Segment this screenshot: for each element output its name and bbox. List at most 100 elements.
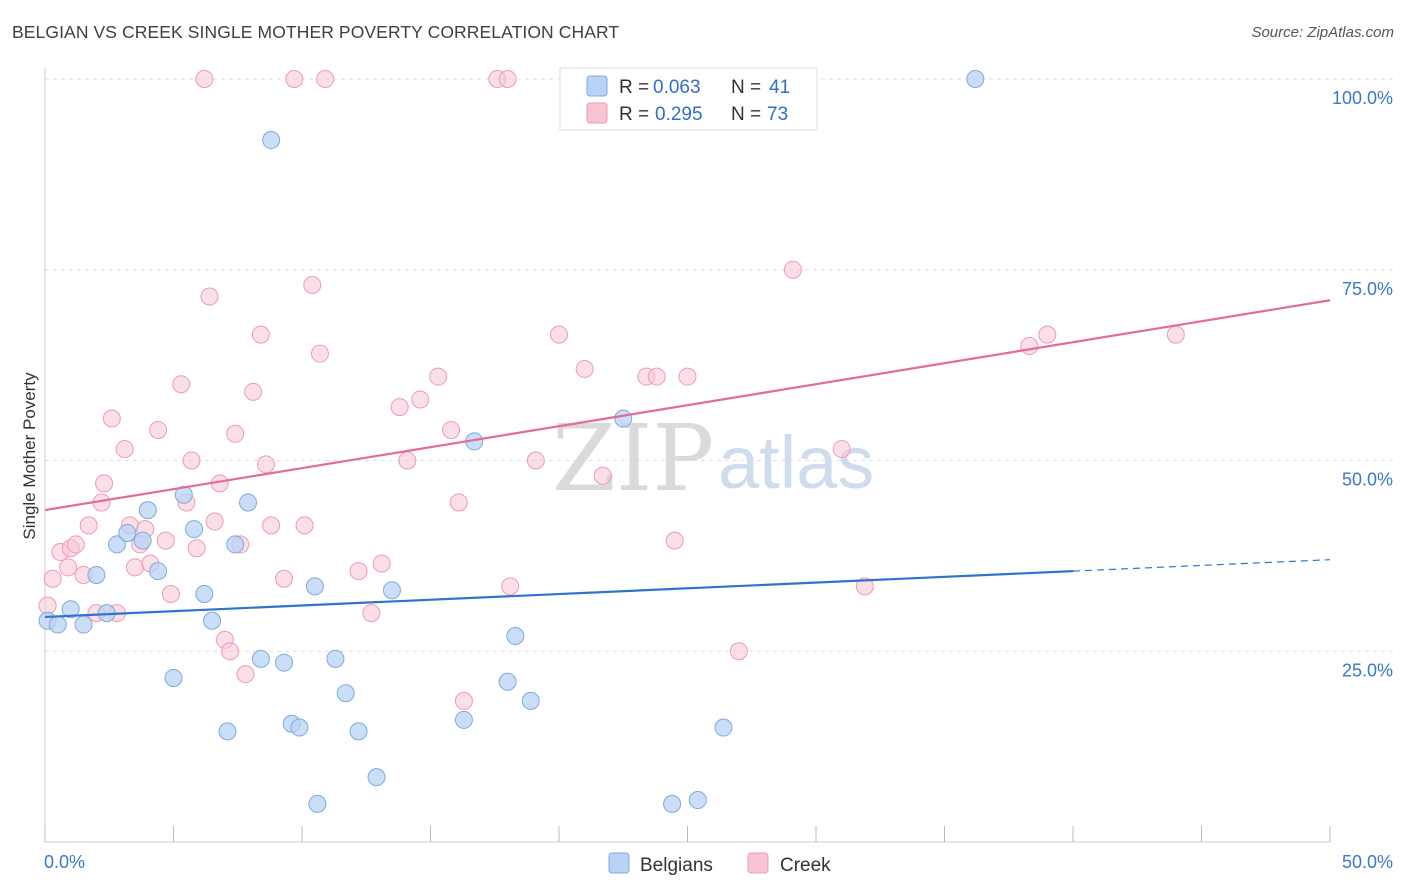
belgian-point-36 bbox=[614, 409, 633, 428]
belgian-point-31 bbox=[454, 710, 473, 729]
belgian-point-28 bbox=[349, 722, 368, 741]
belgian-point-16 bbox=[218, 722, 237, 741]
legend-belgians-n-value: 41 bbox=[769, 77, 790, 98]
belgian-point-39 bbox=[714, 718, 733, 737]
legend-creek-swatch bbox=[586, 102, 608, 124]
creek-point-65 bbox=[678, 367, 697, 386]
creek-point-51 bbox=[429, 367, 448, 386]
belgian-point-21 bbox=[275, 653, 294, 672]
trendlines bbox=[44, 299, 1331, 619]
y-tick-label-50: 50.0% bbox=[1342, 470, 1393, 490]
creek-trendline bbox=[44, 299, 1331, 512]
creek-point-45 bbox=[349, 562, 368, 581]
y-tick-label-100: 100.0% bbox=[1332, 88, 1393, 108]
belgian-point-17 bbox=[226, 535, 245, 554]
creek-point-63 bbox=[647, 367, 666, 386]
belgian-point-2 bbox=[61, 600, 80, 619]
creek-point-0 bbox=[38, 596, 57, 615]
y-tick-label-25: 25.0% bbox=[1342, 660, 1393, 680]
creek-point-34 bbox=[236, 665, 255, 684]
creek-point-68 bbox=[832, 440, 851, 459]
creek-point-24 bbox=[182, 451, 201, 470]
belgian-point-9 bbox=[138, 501, 157, 520]
creek-point-3 bbox=[59, 558, 78, 577]
creek-point-60 bbox=[575, 359, 594, 378]
creek-point-52 bbox=[442, 420, 461, 439]
creek-point-56 bbox=[498, 70, 517, 88]
creek-point-28 bbox=[205, 512, 224, 531]
creek-point-35 bbox=[244, 382, 263, 401]
creek-point-41 bbox=[295, 516, 314, 535]
belgian-point-20 bbox=[262, 131, 281, 150]
gridlines bbox=[45, 78, 1393, 652]
belgian-point-25 bbox=[308, 794, 327, 813]
belgian-point-4 bbox=[87, 565, 106, 584]
creek-point-7 bbox=[79, 516, 98, 535]
belgian-point-6 bbox=[107, 535, 126, 554]
belgian-point-3 bbox=[74, 615, 93, 634]
creek-point-47 bbox=[372, 554, 391, 573]
creek-point-71 bbox=[1038, 325, 1057, 344]
legend-belgians-n-label: N = bbox=[731, 77, 761, 98]
x-ticks bbox=[44, 826, 1331, 842]
creek-point-66 bbox=[729, 642, 748, 661]
creek-point-61 bbox=[593, 466, 612, 485]
creek-point-22 bbox=[172, 375, 191, 394]
bottom-legend-creek-swatch bbox=[747, 852, 769, 874]
creek-point-38 bbox=[262, 516, 281, 535]
creek-point-26 bbox=[195, 70, 214, 88]
creek-point-40 bbox=[285, 70, 304, 88]
creek-point-21 bbox=[161, 585, 180, 604]
belgian-point-29 bbox=[367, 768, 386, 787]
legend-belgians-r-label: R = bbox=[619, 77, 649, 98]
belgian-point-14 bbox=[195, 585, 214, 604]
creek-point-13 bbox=[115, 440, 134, 459]
creek-point-69 bbox=[855, 577, 874, 596]
source-label: Source: ZipAtlas.com bbox=[1251, 24, 1394, 41]
creek-point-50 bbox=[411, 390, 430, 409]
creek-point-5 bbox=[66, 535, 85, 554]
creek-point-36 bbox=[251, 325, 270, 344]
y-tick-labels: 25.0% 50.0% 75.0% 100.0% bbox=[1332, 88, 1393, 680]
belgian-point-35 bbox=[521, 691, 540, 710]
x-tick-label-max: 50.0% bbox=[1342, 852, 1393, 872]
legend: R = 0.063 N = 41 R = 0.295 N = 73 bbox=[559, 67, 818, 131]
creek-point-70 bbox=[1020, 337, 1039, 356]
creek-point-46 bbox=[362, 604, 381, 623]
creek-point-20 bbox=[156, 531, 175, 550]
creek-point-48 bbox=[390, 398, 409, 417]
x-tick-label-min: 0.0% bbox=[44, 852, 85, 872]
bottom-legend-creek-label: Creek bbox=[780, 855, 831, 876]
legend-creek-n-value: 73 bbox=[767, 104, 788, 125]
creek-point-39 bbox=[275, 569, 294, 588]
belgian-point-30 bbox=[382, 581, 401, 600]
creek-point-10 bbox=[95, 474, 114, 493]
creek-point-31 bbox=[221, 642, 240, 661]
belgian-point-19 bbox=[251, 649, 270, 668]
belgian-point-40 bbox=[966, 70, 985, 88]
y-tick-label-75: 75.0% bbox=[1342, 279, 1393, 299]
belgian-point-37 bbox=[663, 794, 682, 813]
belgian-point-26 bbox=[326, 649, 345, 668]
belgian-trendline-extension bbox=[1072, 559, 1331, 572]
creek-point-1 bbox=[43, 569, 62, 588]
creek-point-54 bbox=[454, 691, 473, 710]
creek-point-53 bbox=[449, 493, 468, 512]
creek-point-64 bbox=[665, 531, 684, 550]
creek-point-72 bbox=[1166, 325, 1185, 344]
creek-point-27 bbox=[200, 287, 219, 306]
belgian-point-27 bbox=[336, 684, 355, 703]
y-axis-title: Single Mother Poverty bbox=[20, 372, 39, 540]
creek-point-57 bbox=[501, 577, 520, 596]
creek-point-58 bbox=[526, 451, 545, 470]
belgian-point-13 bbox=[185, 520, 204, 539]
belgian-point-18 bbox=[239, 493, 258, 512]
creek-point-42 bbox=[303, 276, 322, 295]
belgian-point-10 bbox=[149, 562, 168, 581]
creek-point-15 bbox=[125, 558, 144, 577]
belgian-point-15 bbox=[203, 611, 222, 630]
legend-creek-r-value: 0.295 bbox=[655, 104, 703, 125]
creek-point-32 bbox=[226, 424, 245, 443]
creek-point-11 bbox=[102, 409, 121, 428]
